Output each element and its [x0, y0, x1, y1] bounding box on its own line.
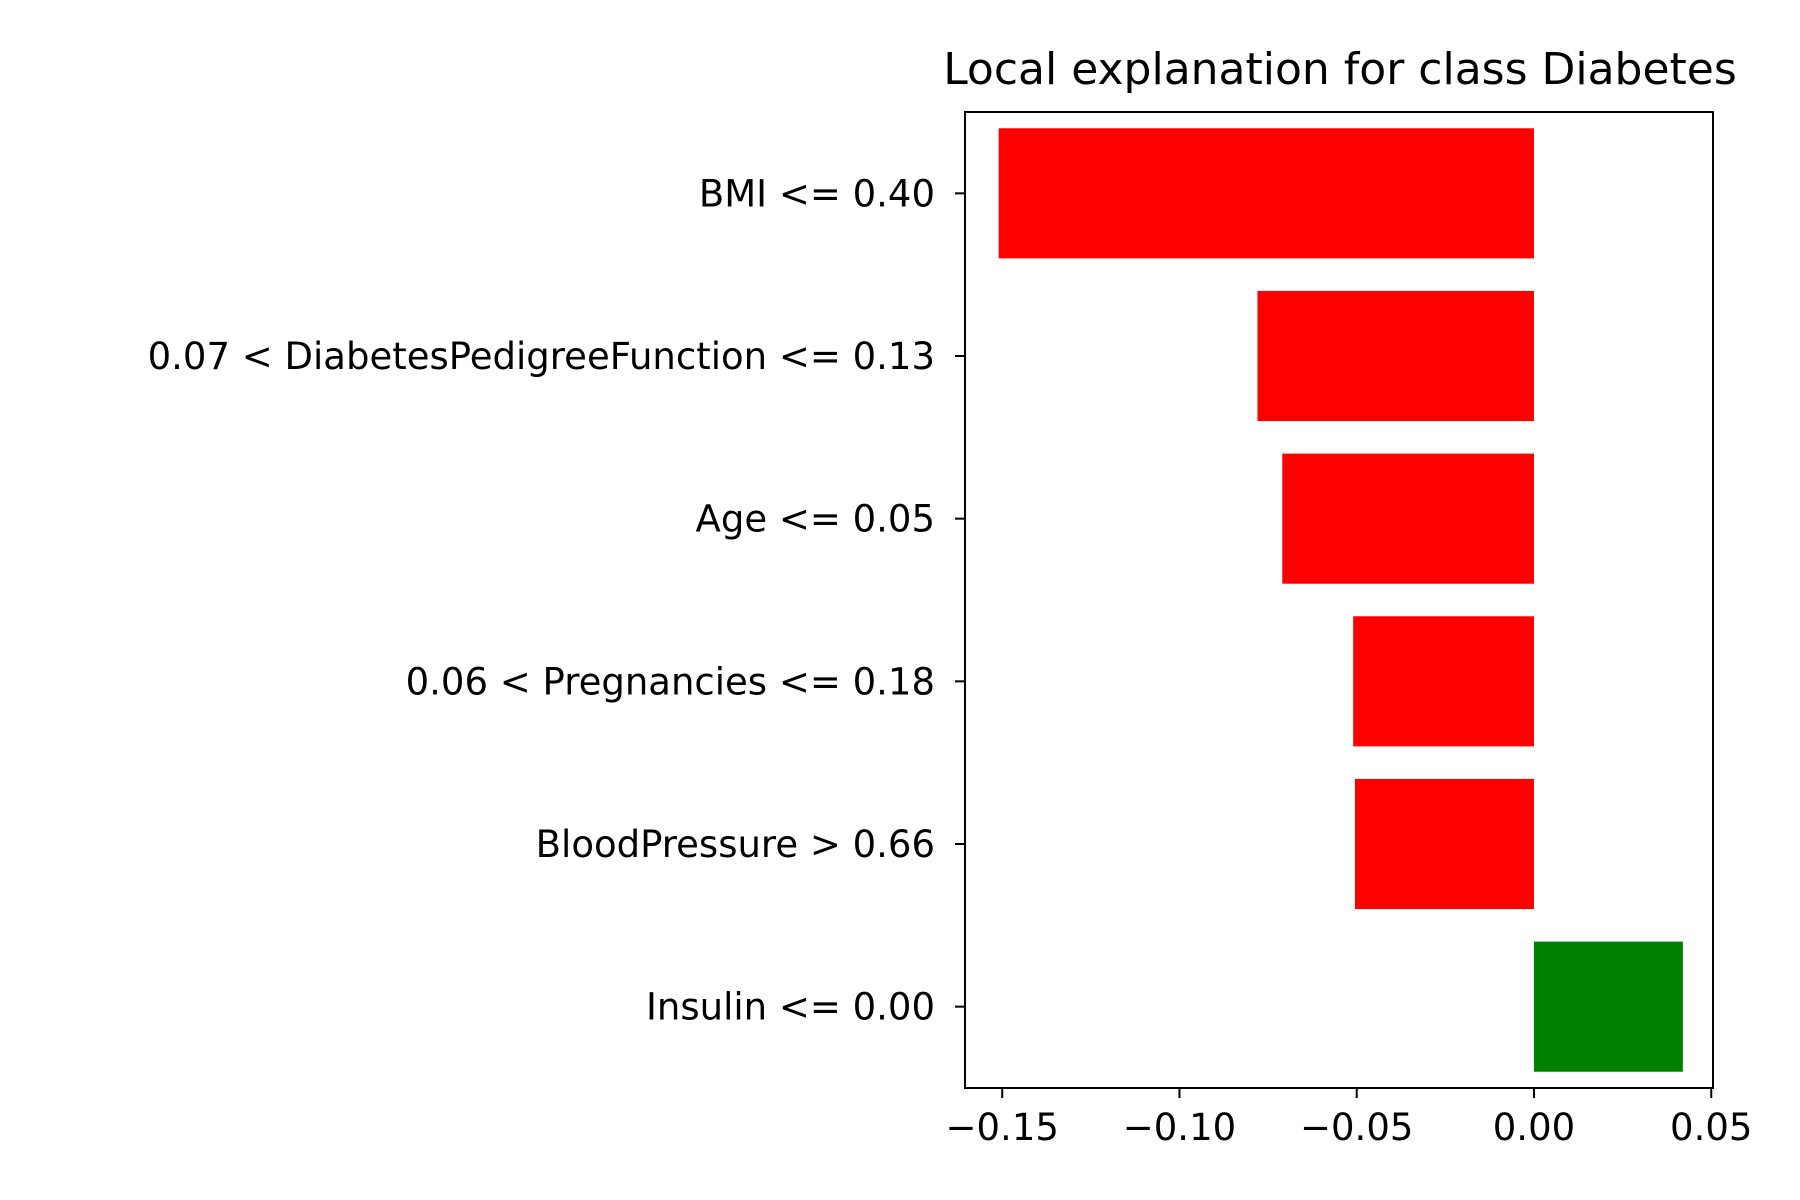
category-label: Insulin <= 0.00 [646, 986, 935, 1029]
category-label: BMI <= 0.40 [699, 172, 935, 215]
bar [998, 128, 1534, 259]
ticks-layer: −0.15 −0.10 −0.05 0.00 0.05 [946, 192, 1752, 1149]
x-tick-label: 0.00 [1493, 1106, 1575, 1149]
bar [1533, 941, 1683, 1072]
category-label: 0.07 < DiabetesPedigreeFunction <= 0.13 [148, 335, 935, 378]
bar [1353, 616, 1534, 747]
chart-title: Local explanation for class Diabetes [943, 44, 1737, 95]
x-tick-label: −0.10 [1123, 1106, 1236, 1149]
bar [1257, 290, 1534, 422]
bar [1354, 778, 1534, 910]
category-labels-layer: BMI <= 0.40 0.07 < DiabetesPedigreeFuncti… [148, 172, 935, 1028]
plot-frame [964, 111, 1714, 1089]
category-label: Age <= 0.05 [696, 498, 935, 541]
bar [1282, 453, 1534, 584]
x-tick-label: −0.05 [1300, 1106, 1413, 1149]
category-label: 0.06 < Pregnancies <= 0.18 [406, 660, 935, 703]
x-tick-label: −0.15 [946, 1106, 1059, 1149]
x-tick-label: 0.05 [1670, 1106, 1752, 1149]
bars-layer [998, 128, 1683, 1072]
category-label: BloodPressure > 0.66 [536, 823, 935, 866]
